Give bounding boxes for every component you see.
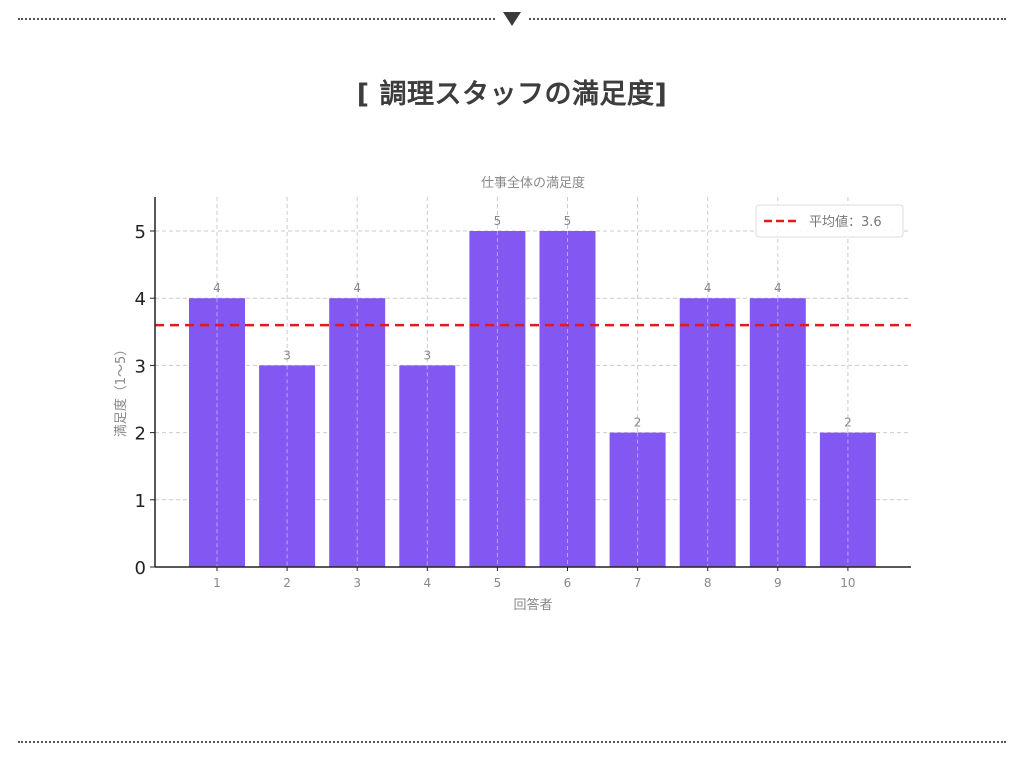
bar-value-label: 5 [494,214,502,228]
y-axis-label: 満足度（1〜5） [113,343,129,438]
y-tick-label: 4 [135,289,146,310]
y-tick-label: 5 [135,222,146,243]
bar-value-label: 2 [634,416,642,430]
x-tick-label: 4 [423,576,431,590]
chart-title: 仕事全体の満足度 [481,175,585,191]
x-tick-label: 6 [564,576,572,590]
bar-value-label: 3 [423,348,431,362]
x-axis-ticks: 1 2 3 4 5 6 7 8 9 10 [213,567,856,590]
bar-value-label: 4 [213,281,221,295]
bar-value-label: 4 [704,281,712,295]
x-tick-label: 8 [704,576,712,590]
y-tick-label: 2 [135,424,146,445]
x-tick-label: 2 [283,576,291,590]
x-tick-label: 10 [840,576,855,590]
bar-value-labels: 4 3 4 3 5 5 2 4 4 2 [213,214,852,430]
page-title: [ 調理スタッフの満足度] [356,79,668,110]
legend: 平均値：3.6 [755,204,904,238]
bottom-dotted-divider [18,741,1006,743]
x-tick-label: 3 [353,576,361,590]
triangle-down-icon [503,12,521,26]
legend-label: 平均値：3.6 [809,214,882,230]
bar-value-label: 5 [564,214,572,228]
bar-value-label: 3 [283,348,291,362]
bar-value-label: 2 [844,416,852,430]
y-tick-label: 1 [135,491,146,512]
x-tick-label: 1 [213,576,221,590]
bars [189,231,876,567]
bar-value-label: 4 [774,281,782,295]
y-tick-label: 3 [135,356,146,377]
x-tick-label: 7 [634,576,642,590]
y-tick-label: 0 [135,558,146,579]
x-tick-label: 5 [494,576,502,590]
bar-value-label: 4 [353,281,361,295]
x-tick-label: 9 [774,576,782,590]
y-axis-ticks: 0 1 2 3 4 5 [135,222,155,579]
x-axis-label: 回答者 [513,597,552,613]
